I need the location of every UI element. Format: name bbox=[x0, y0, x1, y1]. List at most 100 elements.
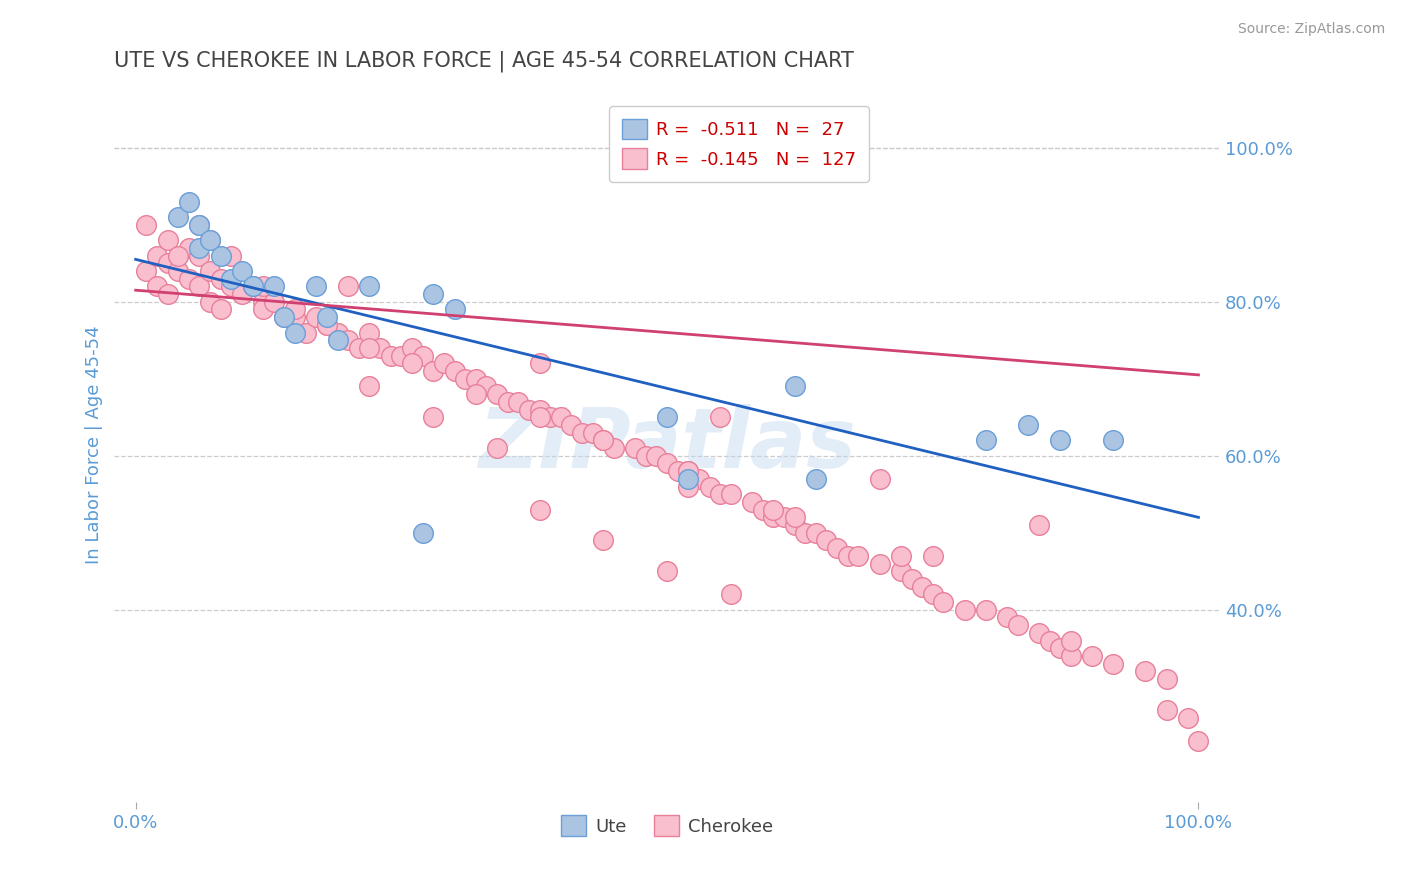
Point bbox=[221, 248, 243, 262]
Point bbox=[167, 210, 190, 224]
Point bbox=[815, 533, 838, 548]
Point bbox=[326, 326, 349, 340]
Point bbox=[603, 441, 626, 455]
Point bbox=[560, 417, 582, 432]
Point bbox=[592, 434, 614, 448]
Point bbox=[655, 410, 678, 425]
Point bbox=[848, 549, 870, 563]
Point bbox=[464, 387, 486, 401]
Point bbox=[316, 318, 339, 332]
Point bbox=[1017, 417, 1039, 432]
Point bbox=[720, 487, 742, 501]
Point bbox=[305, 310, 328, 325]
Point bbox=[720, 587, 742, 601]
Point bbox=[783, 379, 806, 393]
Point bbox=[443, 364, 465, 378]
Point bbox=[538, 410, 561, 425]
Point bbox=[316, 310, 339, 325]
Point bbox=[198, 264, 221, 278]
Point bbox=[337, 279, 360, 293]
Point bbox=[571, 425, 593, 440]
Point bbox=[825, 541, 848, 556]
Point bbox=[177, 271, 200, 285]
Point bbox=[550, 410, 572, 425]
Point bbox=[368, 341, 391, 355]
Point bbox=[655, 457, 678, 471]
Point bbox=[221, 279, 243, 293]
Point bbox=[443, 302, 465, 317]
Point bbox=[242, 279, 264, 293]
Point bbox=[422, 364, 444, 378]
Point bbox=[359, 326, 381, 340]
Point bbox=[326, 333, 349, 347]
Point bbox=[146, 248, 169, 262]
Point bbox=[1049, 641, 1071, 656]
Point bbox=[709, 410, 731, 425]
Point bbox=[273, 310, 295, 325]
Point bbox=[921, 549, 943, 563]
Point bbox=[1060, 648, 1083, 663]
Point bbox=[911, 580, 934, 594]
Point bbox=[751, 502, 773, 516]
Point bbox=[592, 533, 614, 548]
Point bbox=[529, 410, 551, 425]
Point bbox=[634, 449, 657, 463]
Point bbox=[709, 487, 731, 501]
Point bbox=[263, 294, 285, 309]
Text: UTE VS CHEROKEE IN LABOR FORCE | AGE 45-54 CORRELATION CHART: UTE VS CHEROKEE IN LABOR FORCE | AGE 45-… bbox=[114, 51, 855, 72]
Point bbox=[1156, 672, 1178, 686]
Point bbox=[198, 294, 221, 309]
Point bbox=[837, 549, 859, 563]
Point bbox=[762, 510, 785, 524]
Text: Source: ZipAtlas.com: Source: ZipAtlas.com bbox=[1237, 22, 1385, 37]
Point bbox=[156, 287, 179, 301]
Point bbox=[529, 356, 551, 370]
Point bbox=[412, 525, 434, 540]
Point bbox=[666, 464, 689, 478]
Point bbox=[135, 218, 157, 232]
Point bbox=[1060, 633, 1083, 648]
Point bbox=[177, 241, 200, 255]
Point bbox=[252, 302, 274, 317]
Point bbox=[252, 279, 274, 293]
Point bbox=[156, 256, 179, 270]
Point bbox=[198, 233, 221, 247]
Point bbox=[1177, 710, 1199, 724]
Point bbox=[231, 264, 253, 278]
Point bbox=[294, 326, 316, 340]
Point bbox=[389, 349, 412, 363]
Y-axis label: In Labor Force | Age 45-54: In Labor Force | Age 45-54 bbox=[86, 325, 103, 564]
Point bbox=[655, 564, 678, 578]
Point bbox=[188, 218, 211, 232]
Point bbox=[804, 525, 827, 540]
Point bbox=[188, 218, 211, 232]
Point bbox=[1007, 618, 1029, 632]
Point bbox=[401, 356, 423, 370]
Point bbox=[464, 372, 486, 386]
Point bbox=[485, 387, 508, 401]
Point bbox=[1028, 518, 1050, 533]
Point bbox=[284, 302, 307, 317]
Point bbox=[156, 233, 179, 247]
Point bbox=[347, 341, 370, 355]
Point bbox=[1102, 657, 1125, 671]
Point bbox=[529, 502, 551, 516]
Point bbox=[475, 379, 498, 393]
Point bbox=[188, 279, 211, 293]
Point bbox=[177, 194, 200, 209]
Point bbox=[231, 287, 253, 301]
Point bbox=[221, 271, 243, 285]
Point bbox=[1039, 633, 1062, 648]
Point bbox=[380, 349, 402, 363]
Point bbox=[678, 464, 700, 478]
Point bbox=[783, 518, 806, 533]
Point bbox=[209, 271, 232, 285]
Point bbox=[433, 356, 456, 370]
Point bbox=[209, 302, 232, 317]
Point bbox=[953, 603, 976, 617]
Point bbox=[359, 379, 381, 393]
Point bbox=[741, 495, 763, 509]
Point bbox=[316, 318, 339, 332]
Point bbox=[921, 587, 943, 601]
Point bbox=[932, 595, 955, 609]
